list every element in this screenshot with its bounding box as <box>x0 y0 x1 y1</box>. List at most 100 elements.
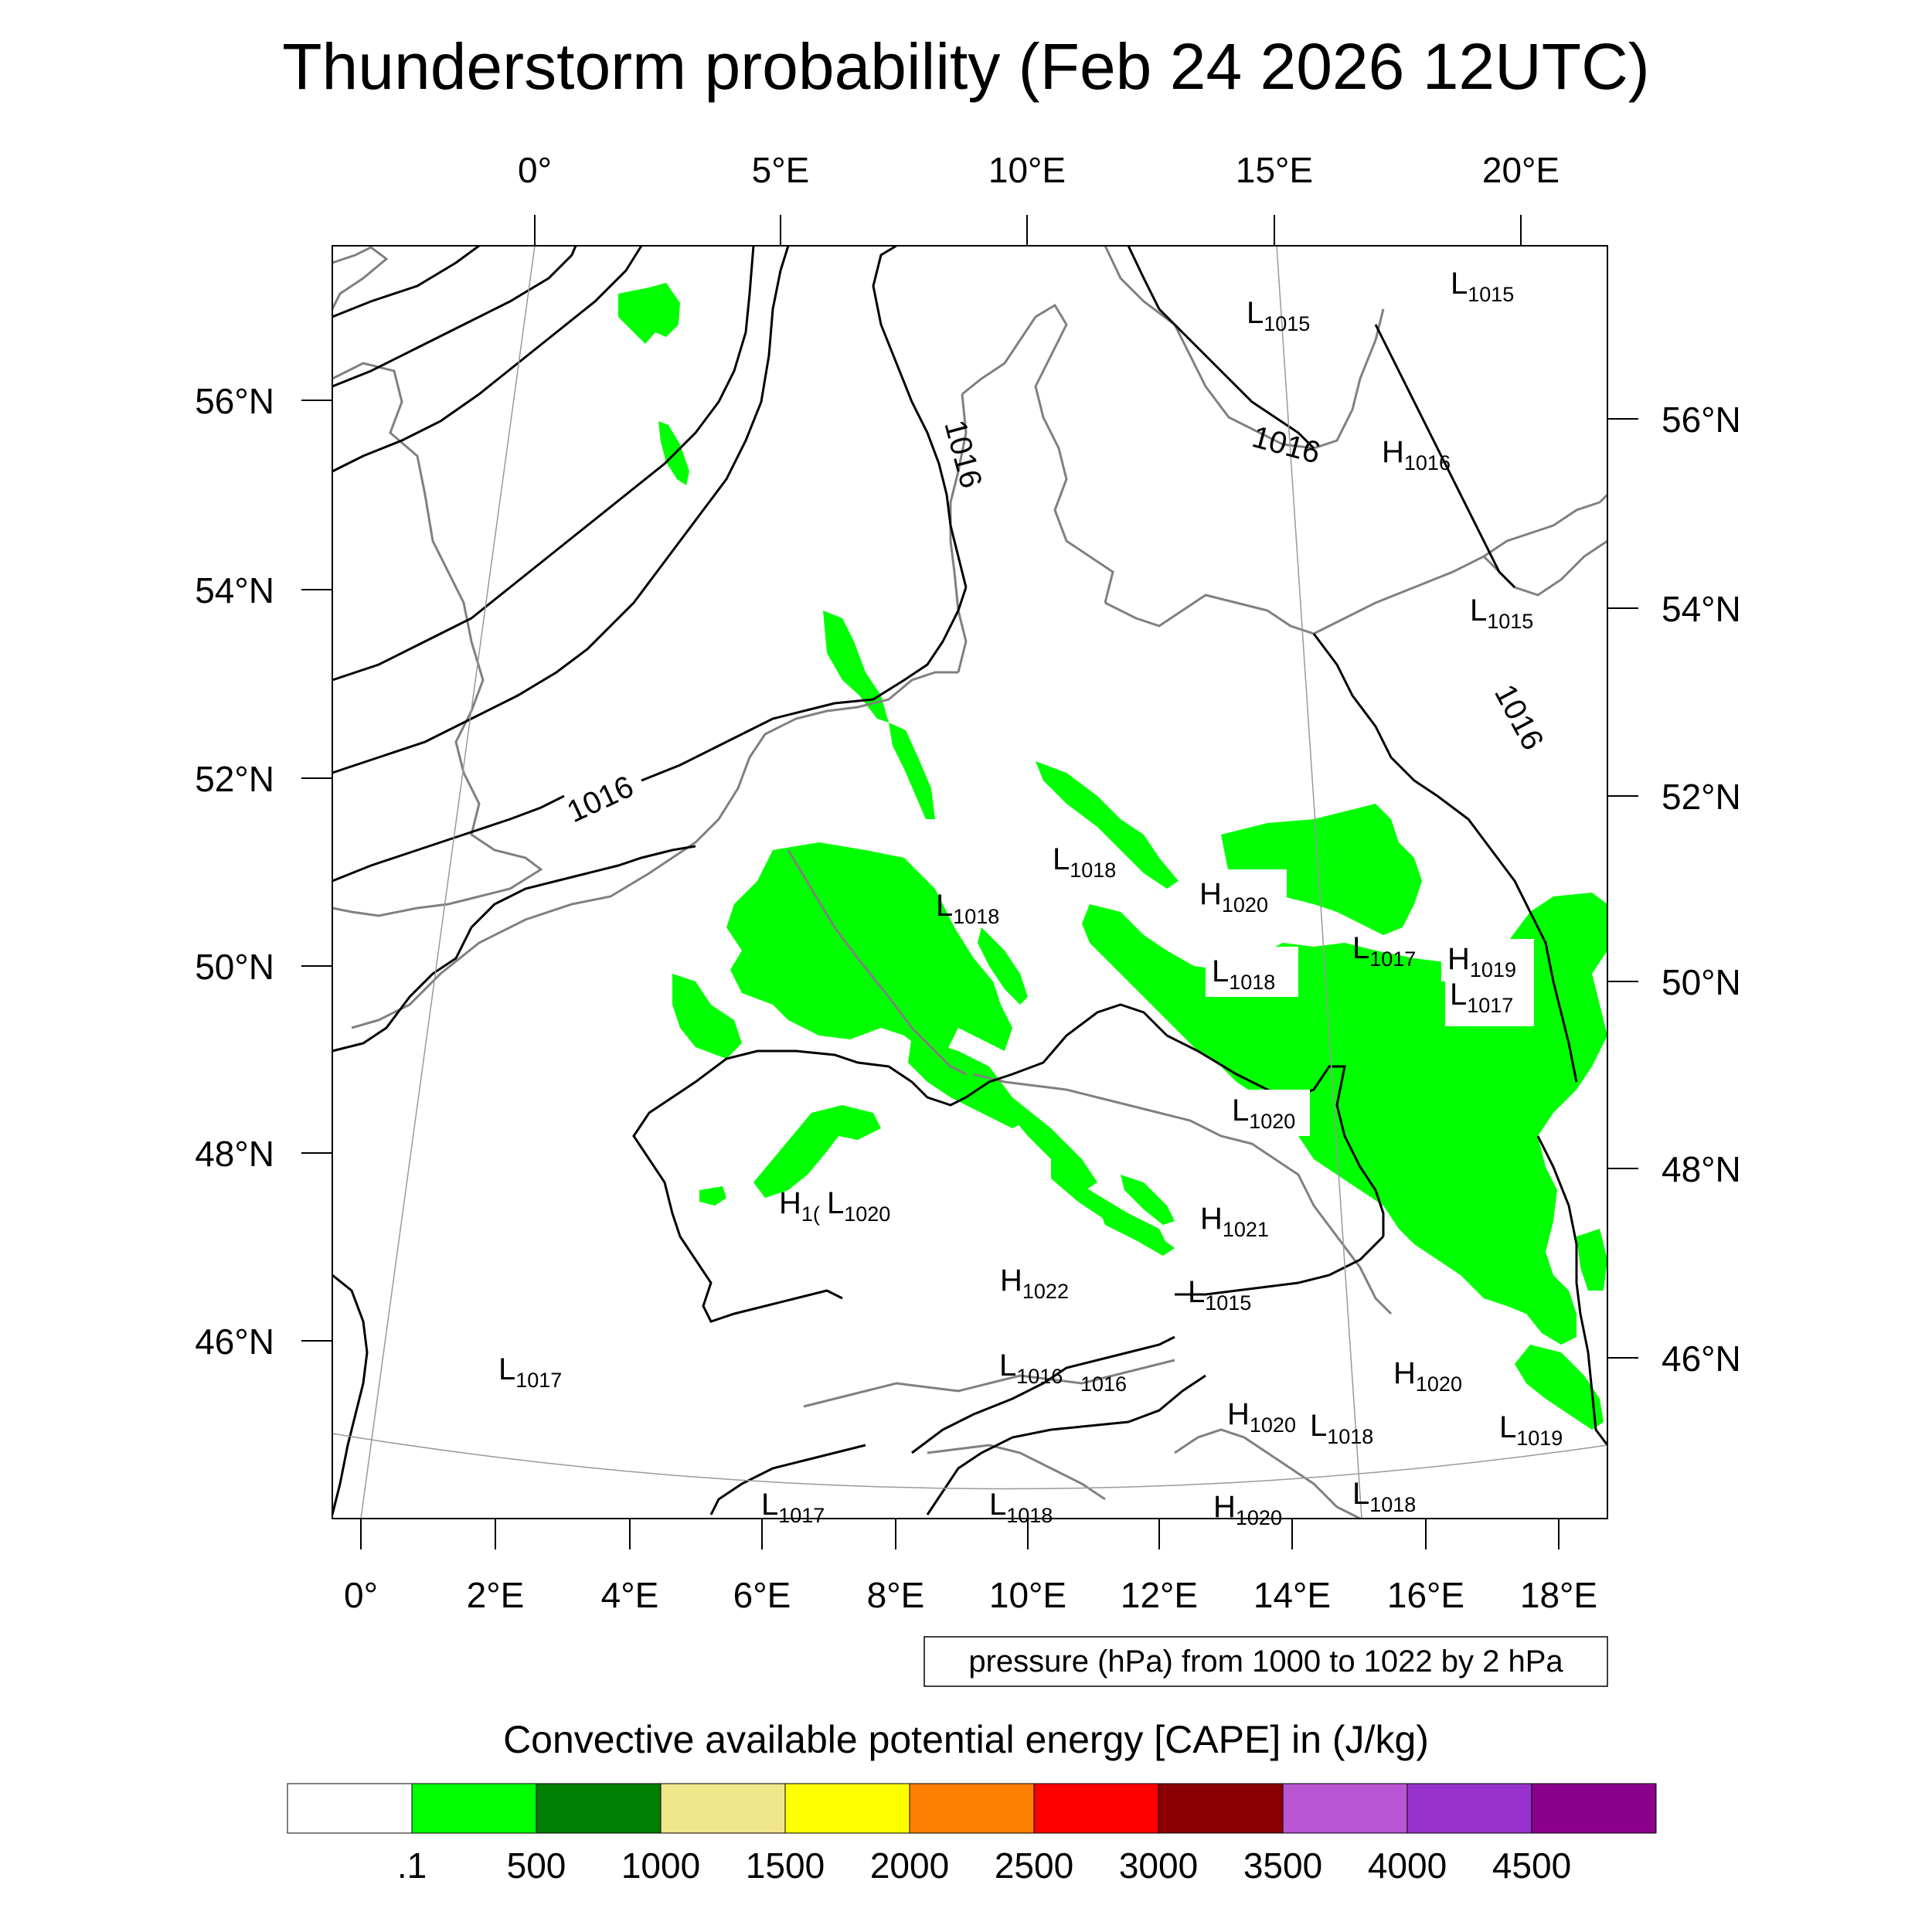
center-value: 1015 <box>1487 610 1533 633</box>
pressure-center-box <box>1225 1090 1310 1136</box>
pressure-center-label: L1018 <box>936 889 999 928</box>
coastline-italy-north <box>803 1359 1175 1408</box>
pressure-center-label: H1020 <box>1213 1490 1282 1529</box>
pressure-center-label: L1018 <box>1053 842 1116 882</box>
center-value: 1018 <box>953 905 999 928</box>
center-value: 1017 <box>1369 947 1416 971</box>
isobar-2 <box>332 245 577 388</box>
pressure-center-box <box>1206 947 1298 997</box>
center-value: 1019 <box>1516 1427 1563 1450</box>
isobar-4 <box>332 245 755 682</box>
isobar-1016-west-south <box>332 845 696 1053</box>
left-label: 54°N <box>195 570 274 611</box>
cape-area-poland-south <box>1221 804 1422 935</box>
center-value: 1018 <box>1070 859 1116 882</box>
isobar-alps-chain <box>1175 1235 1385 1296</box>
left-label: 46°N <box>195 1321 274 1362</box>
pressure-center-label: H1020 <box>1227 1397 1296 1437</box>
center-value: 1020 <box>1236 1506 1282 1529</box>
center-letter: L <box>827 1186 844 1220</box>
center-value: 1020 <box>1222 893 1268 917</box>
center-value: 1017 <box>515 1369 562 1392</box>
bottom-label: 8°E <box>867 1575 925 1615</box>
cape-area-streak-5 <box>978 927 1028 1005</box>
right-label: 56°N <box>1662 400 1741 440</box>
center-value: 1020 <box>844 1202 890 1226</box>
top-label: 0° <box>518 150 552 190</box>
center-value: 1016 <box>1016 1365 1063 1388</box>
center-value: 1022 <box>1022 1280 1069 1303</box>
center-value: 1015 <box>1468 283 1514 306</box>
cape-area-west-germany <box>726 842 1012 1059</box>
center-value: 1018 <box>1229 971 1275 994</box>
right-label: 48°N <box>1662 1149 1741 1189</box>
right-axis <box>1607 418 1638 1359</box>
small-isobar-label: 1016 <box>1080 1372 1127 1396</box>
top-label: 5°E <box>752 150 810 190</box>
cape-area-frisia <box>823 611 889 723</box>
isobar-italy-3 <box>709 1444 866 1515</box>
center-letter: L <box>1451 267 1468 301</box>
bottom-label: 12°E <box>1121 1575 1198 1615</box>
pressure-note-box <box>923 1636 1608 1687</box>
center-letter: L <box>989 1488 1006 1522</box>
colorbar-swatch <box>536 1783 662 1834</box>
isobar-sweden-loop <box>1127 245 1315 450</box>
cape-area-belgium <box>672 974 742 1059</box>
pressure-center-label: L1017 <box>1352 931 1416 971</box>
center-letter: L <box>999 1349 1016 1383</box>
isobar-3 <box>332 245 643 473</box>
pressure-center-label: L1017 <box>498 1352 562 1392</box>
cape-area-north-sea-1 <box>618 283 680 344</box>
center-value: 1021 <box>1223 1218 1269 1241</box>
center-letter: L <box>1352 1477 1369 1511</box>
pressure-center-label: H1021 <box>1200 1202 1269 1241</box>
parallel-45n <box>332 1433 1608 1490</box>
pressure-center-label: H1019 <box>1447 942 1516 981</box>
center-value: 1016 <box>1404 451 1451 474</box>
colorbar-swatch <box>1282 1783 1408 1834</box>
isobar-alps-north <box>1166 1034 1385 1236</box>
isobar-5 <box>332 245 790 774</box>
center-letter: H <box>1000 1264 1022 1298</box>
bottom-label: 14°E <box>1253 1575 1331 1615</box>
colorbar-label: 1500 <box>746 1845 825 1886</box>
center-letter: H <box>1227 1397 1250 1431</box>
center-value: 1018 <box>1006 1504 1053 1527</box>
meridian-15e <box>1276 245 1362 1519</box>
center-letter: L <box>1450 978 1467 1012</box>
center-value: 1017 <box>778 1504 825 1527</box>
coastline-benelux <box>672 671 958 859</box>
pressure-center-label: H1020 <box>1393 1356 1462 1396</box>
isobar-france-loop <box>695 1003 1168 1107</box>
bottom-axis-labels: 0° 2°E 4°E 6°E 8°E 10°E 12°E 14°E 16°E 1… <box>344 1575 1597 1615</box>
pressure-note: pressure (hPa) from 1000 to 1022 by 2 hP… <box>968 1645 1563 1679</box>
colorbar-label: 4000 <box>1368 1845 1447 1886</box>
colorbar-label: 500 <box>507 1845 566 1886</box>
center-letter: H <box>1382 435 1404 469</box>
center-value: 1020 <box>1416 1372 1462 1396</box>
pressure-center-box <box>1190 869 1287 923</box>
center-value: 1015 <box>1205 1291 1251 1315</box>
bottom-label: 18°E <box>1520 1575 1597 1615</box>
pressure-center-label: L1017 <box>761 1488 825 1527</box>
bottom-label: 6°E <box>733 1575 791 1615</box>
pressure-center-label: L1020 <box>827 1186 890 1226</box>
center-letter: L <box>1212 954 1229 988</box>
colorbar-labels: .1 500 1000 1500 2000 2500 3000 3500 4000 4500 <box>397 1845 1571 1886</box>
bottom-label: 2°E <box>467 1575 525 1615</box>
graticule <box>332 245 1608 1519</box>
colorbar-swatch <box>1158 1783 1284 1834</box>
right-axis-labels: 56°N 54°N 52°N 50°N 48°N 46°N <box>1662 400 1741 1379</box>
right-label: 52°N <box>1662 777 1741 817</box>
colorbar-label: 1000 <box>621 1845 700 1886</box>
pressure-center-box <box>1445 980 1534 1026</box>
pressure-center-label: L1019 <box>1499 1410 1563 1450</box>
colorbar-swatch <box>411 1783 537 1834</box>
center-letter: L <box>1188 1275 1205 1309</box>
colorbar-swatch <box>909 1783 1035 1834</box>
pressure-center-label: H1022 <box>1000 1264 1069 1303</box>
center-value: 1020 <box>1250 1413 1296 1437</box>
top-axis-labels: 0° 5°E 10°E 15°E 20°E <box>518 150 1560 190</box>
colorbar-swatch <box>287 1783 413 1834</box>
